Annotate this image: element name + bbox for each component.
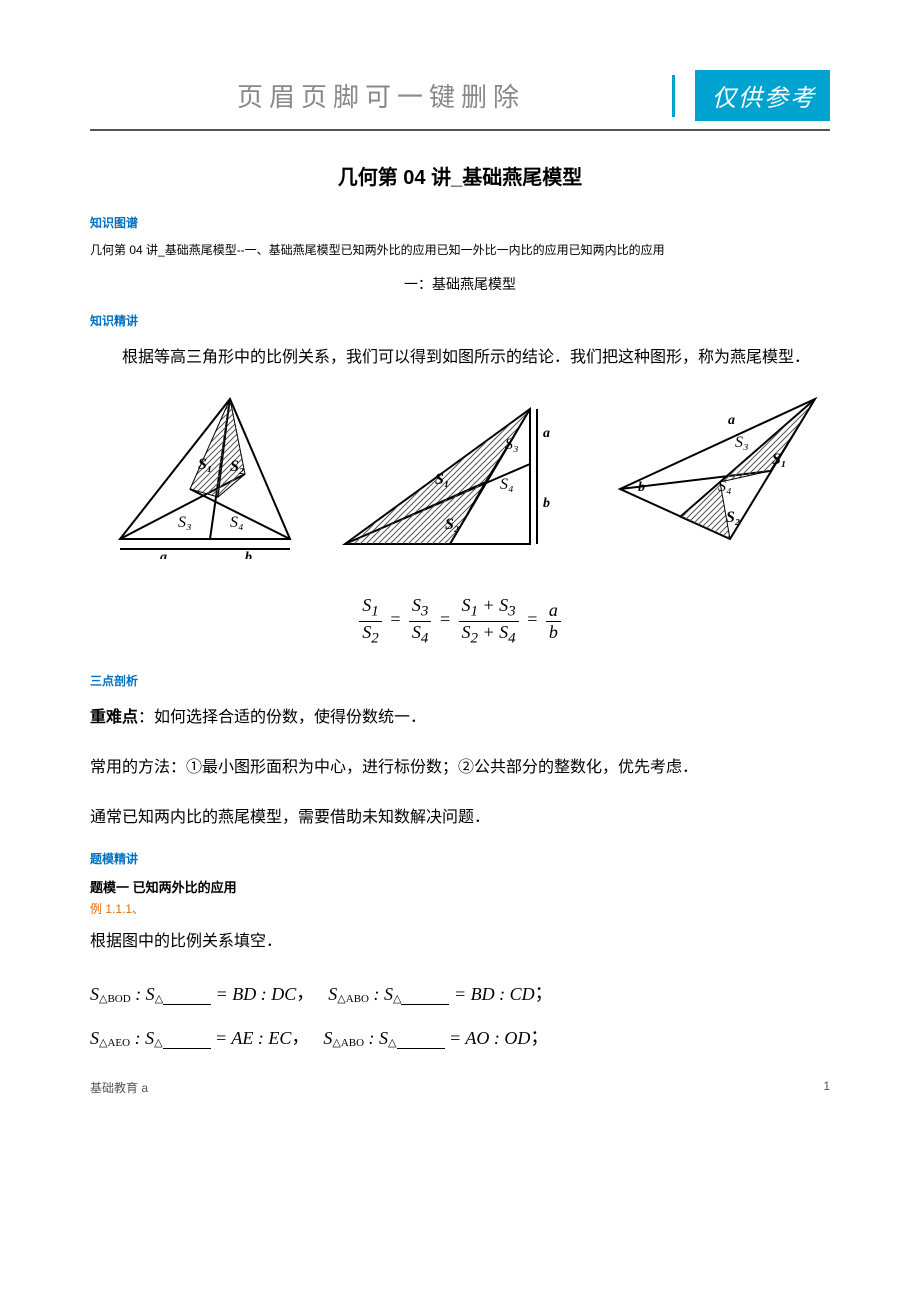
analysis-label: 三点剖析 [90, 672, 830, 689]
analysis-p1-rest: ：如何选择合适的份数，使得份数统一． [138, 709, 426, 726]
svg-text:S₄: S₄ [718, 478, 732, 495]
svg-text:S₄: S₄ [500, 476, 514, 493]
header-rule [90, 129, 830, 131]
svg-text:b: b [245, 550, 252, 559]
svg-text:a: a [160, 550, 167, 559]
worked-label: 题模精讲 [90, 850, 830, 867]
header-badge: 仅供参考 [695, 70, 830, 121]
knowledge-map-label: 知识图谱 [90, 214, 830, 231]
blank-2 [401, 987, 449, 1005]
svg-text:S₃: S₃ [178, 514, 192, 531]
figure-3: S₃ S₁ S₄ S₂ a b [600, 389, 830, 549]
svg-text:S₂: S₂ [726, 509, 740, 526]
svg-text:a: a [728, 413, 735, 428]
math-line-1: S△BOD : S△ = BD : DC ， S△ABO : S△ = BD :… [90, 979, 830, 1005]
svg-text:S₂: S₂ [445, 516, 459, 533]
section-subtitle: 一：基础燕尾模型 [90, 274, 830, 294]
knowledge-map-text: 几何第 04 讲_基础燕尾模型--一、基础燕尾模型已知两外比的应用已知一外比一内… [90, 241, 830, 258]
svg-text:S₃: S₃ [735, 434, 749, 451]
analysis-p1: 重难点：如何选择合适的份数，使得份数统一． [90, 699, 830, 737]
knowledge-para-1: 根据等高三角形中的比例关系，我们可以得到如图所示的结论．我们把这种图形，称为燕尾… [90, 339, 830, 377]
svg-text:S₁: S₁ [772, 451, 786, 468]
header-text: 页眉页脚可一键删除 [90, 77, 672, 114]
sub-bod: △BOD [99, 992, 131, 1005]
figure-row: S₁ S₂ S₃ S₄ a b S₁ S₃ S₄ S₂ [90, 389, 830, 589]
eq-2a: = AE : EC [215, 1028, 291, 1049]
example-label: 例 1.1.1、 [90, 900, 830, 917]
svg-text:S₂: S₂ [230, 458, 244, 475]
page-title: 几何第 04 讲_基础燕尾模型 [90, 161, 830, 190]
analysis-p1-bold: 重难点 [90, 709, 138, 726]
blank-3 [163, 1031, 211, 1049]
page-footer: 基础教育 a 1 [90, 1079, 830, 1096]
blank-1 [163, 987, 211, 1005]
math-line-2: S△AEO : S△ = AE : EC ， S△ABO : S△ = AO :… [90, 1023, 830, 1049]
analysis-p3: 通常已知两内比的燕尾模型，需要借助未知数解决问题． [90, 799, 830, 837]
svg-text:S₄: S₄ [230, 514, 244, 531]
figure-1: S₁ S₂ S₃ S₄ a b [90, 389, 310, 559]
svg-text:S₁: S₁ [435, 471, 449, 488]
sub-aeo: △AEO [99, 1036, 130, 1049]
sub-abo-1: △ABO [337, 992, 369, 1005]
eq-1b: = BD : CD [454, 984, 535, 1005]
svg-text:b: b [543, 496, 550, 511]
eq-1a: = BD : DC [216, 984, 297, 1005]
analysis-p2: 常用的方法：①最小图形面积为中心，进行标份数；②公共部分的整数化，优先考虑． [90, 749, 830, 787]
knowledge-label: 知识精讲 [90, 312, 830, 329]
svg-text:a: a [543, 426, 550, 441]
worked-sub: 题模一 已知两外比的应用 [90, 877, 830, 896]
main-formula: S1S2 = S3S4 = S1 + S3S2 + S4 = ab [90, 595, 830, 647]
page-header: 页眉页脚可一键删除 仅供参考 [90, 70, 830, 121]
header-separator [672, 75, 675, 117]
svg-text:b: b [638, 480, 645, 495]
footer-right: 1 [823, 1079, 830, 1096]
svg-text:S₃: S₃ [505, 436, 519, 453]
svg-text:S₁: S₁ [198, 456, 212, 473]
footer-left: 基础教育 a [90, 1079, 148, 1096]
sub-abo-2: △ABO [332, 1036, 364, 1049]
eq-2b: = AO : OD [449, 1028, 530, 1049]
blank-4 [397, 1031, 445, 1049]
example-prompt: 根据图中的比例关系填空． [90, 923, 830, 961]
figure-2: S₁ S₃ S₄ S₂ a b [335, 389, 575, 589]
